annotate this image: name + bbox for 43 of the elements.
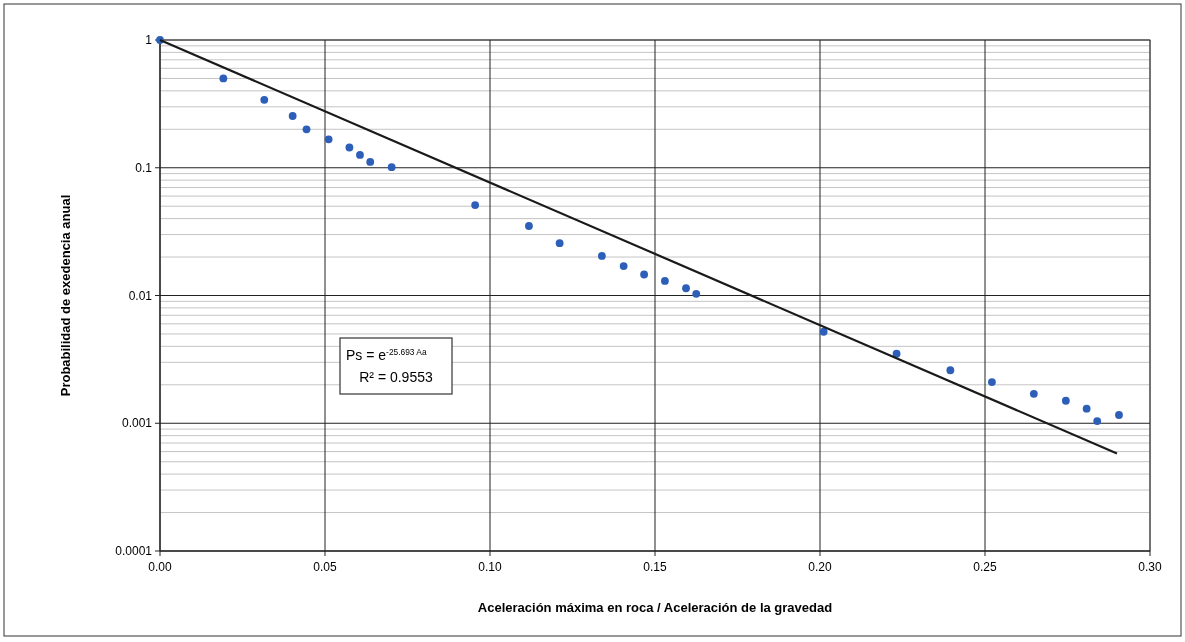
point <box>988 378 996 386</box>
y-tick-label: 1 <box>145 33 153 48</box>
x-tick-label: 0.05 <box>313 560 337 574</box>
point <box>356 151 364 159</box>
point <box>345 143 354 152</box>
point <box>471 201 480 210</box>
point <box>640 270 649 279</box>
point <box>219 74 228 83</box>
point <box>366 158 375 166</box>
x-tick-label: 0.25 <box>973 560 997 574</box>
point <box>324 135 333 144</box>
point <box>1061 396 1070 405</box>
point <box>892 349 901 358</box>
point <box>288 112 297 120</box>
point <box>302 125 311 134</box>
y-tick-label: 0.0001 <box>115 544 153 559</box>
point <box>260 95 269 104</box>
point <box>1115 411 1123 419</box>
annotation: R² = 0.9553 <box>359 369 433 385</box>
point <box>597 252 606 260</box>
y-tick-label: 0.001 <box>121 416 153 431</box>
point <box>819 327 828 336</box>
point <box>682 284 690 293</box>
point <box>555 239 564 248</box>
x-tick-label: 0.10 <box>478 560 502 574</box>
x-axis-title: Aceleración máxima en roca / Aceleración de la gravedad <box>477 600 833 615</box>
point <box>387 163 396 172</box>
x-tick-label: 0.15 <box>643 560 667 574</box>
point <box>525 222 533 230</box>
point <box>1093 417 1102 425</box>
point <box>1082 404 1091 413</box>
x-tick-label: 0.00 <box>148 560 172 574</box>
point <box>1029 389 1038 398</box>
annotation: Ps = e$^{-25.693 Aa}$ <box>346 347 427 363</box>
point <box>619 262 628 270</box>
x-tick-label: 0.30 <box>1138 560 1162 574</box>
point <box>692 289 701 298</box>
y-axis-title: Probabilidad de exedencia anual <box>58 194 73 397</box>
x-tick-label: 0.20 <box>808 560 832 574</box>
point <box>660 277 669 285</box>
y-tick-label: 0.1 <box>135 160 153 175</box>
y-tick-label: 0.01 <box>128 288 153 303</box>
point <box>946 366 955 375</box>
